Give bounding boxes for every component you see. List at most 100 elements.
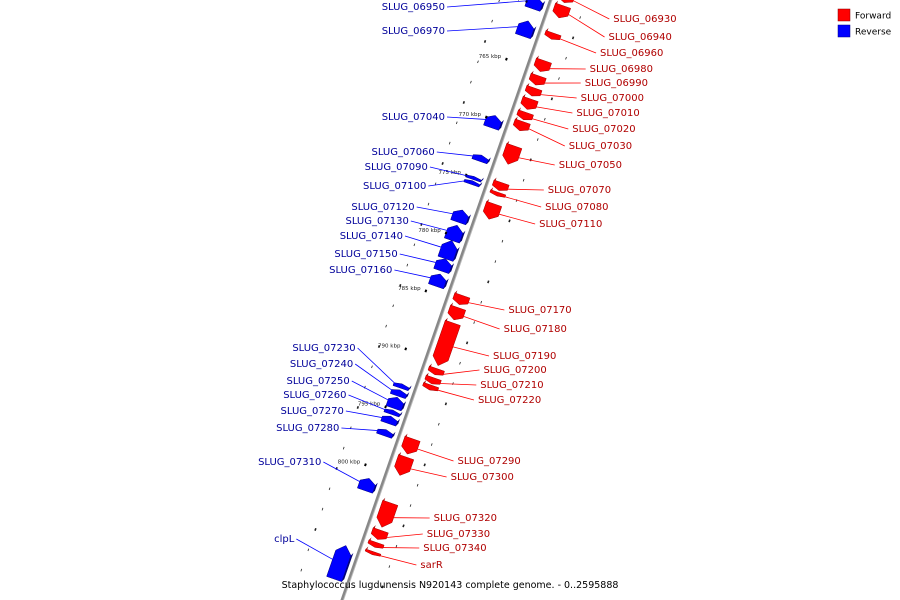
forward-gene-SLUG_07290[interactable] (401, 433, 421, 455)
reverse-gene-label[interactable]: SLUG_07060 (371, 147, 434, 158)
forward-gene-SLUG_07320[interactable] (376, 497, 399, 528)
forward-gene-sarR[interactable] (364, 546, 382, 557)
reverse-gene-SLUG_07100[interactable] (463, 179, 483, 188)
reverse-gene-label[interactable]: SLUG_07090 (365, 162, 428, 173)
forward-gene-SLUG_07330[interactable] (370, 525, 389, 540)
reverse-gene-SLUG_07130[interactable] (443, 224, 466, 244)
reverse-gene-label[interactable]: SLUG_07130 (346, 216, 409, 227)
forward-gene-label[interactable]: SLUG_07220 (478, 395, 541, 406)
forward-gene-SLUG_07190[interactable] (432, 317, 461, 366)
gene-arrow (376, 428, 394, 439)
forward-gene-label[interactable]: SLUG_07210 (480, 380, 543, 391)
forward-gene-SLUG_07030[interactable] (512, 116, 531, 132)
gene-arrow (424, 374, 442, 385)
forward-gene-SLUG_06930[interactable] (558, 0, 575, 3)
legend-item-reverse[interactable]: Reverse (837, 24, 892, 38)
forward-gene-label[interactable]: SLUG_06980 (590, 64, 653, 75)
reverse-gene-label[interactable]: SLUG_06970 (382, 26, 445, 37)
forward-gene-label[interactable]: SLUG_06940 (609, 32, 672, 43)
forward-gene-label[interactable]: SLUG_07050 (559, 160, 622, 171)
forward-gene-SLUG_07110[interactable] (482, 198, 503, 220)
gene-arrow (392, 382, 410, 392)
forward-gene-label[interactable]: SLUG_07330 (427, 529, 490, 540)
reverse-gene-SLUG_07120[interactable] (450, 209, 472, 226)
forward-gene-SLUG_07070[interactable] (491, 177, 510, 191)
reverse-gene-label[interactable]: SLUG_07230 (292, 343, 355, 354)
forward-gene-SLUG_07340[interactable] (367, 537, 385, 549)
reverse-gene-SLUG_07240[interactable] (389, 389, 410, 399)
forward-gene-label[interactable]: SLUG_07000 (581, 93, 644, 104)
reverse-gene-label[interactable]: SLUG_07280 (276, 423, 339, 434)
forward-gene-label[interactable]: SLUG_07010 (576, 108, 639, 119)
reverse-gene-SLUG_07230[interactable] (392, 382, 412, 392)
forward-gene-label[interactable]: SLUG_07080 (545, 202, 608, 213)
forward-gene-SLUG_06940[interactable] (552, 0, 571, 19)
forward-gene-SLUG_07200[interactable] (427, 363, 445, 376)
forward-gene-SLUG_06980[interactable] (533, 55, 552, 72)
reverse-gene-SLUG_07270[interactable] (380, 415, 400, 427)
forward-gene-label[interactable]: SLUG_06960 (600, 48, 663, 59)
axis-major-tick (364, 463, 367, 467)
reverse-gene-label[interactable]: SLUG_07150 (334, 249, 397, 260)
forward-gene-label[interactable]: SLUG_07300 (451, 472, 514, 483)
reverse-gene-label[interactable]: SLUG_07310 (258, 457, 321, 468)
reverse-gene-label[interactable]: SLUG_07040 (382, 112, 445, 123)
forward-gene-SLUG_07300[interactable] (394, 451, 415, 476)
forward-gene-SLUG_07210[interactable] (424, 372, 442, 385)
reverse-gene-SLUG_07060[interactable] (471, 154, 491, 165)
forward-gene-label[interactable]: sarR (420, 560, 442, 571)
legend-item-forward[interactable]: Forward (837, 8, 891, 22)
forward-gene-label[interactable]: SLUG_07110 (539, 219, 602, 230)
forward-gene-SLUG_07180[interactable] (447, 302, 467, 321)
forward-gene-label[interactable]: SLUG_07030 (569, 141, 632, 152)
forward-gene-SLUG_07010[interactable] (520, 93, 539, 110)
forward-gene-label[interactable]: SLUG_07290 (457, 456, 520, 467)
reverse-gene-label[interactable]: SLUG_07260 (283, 390, 346, 401)
forward-gene-SLUG_07220[interactable] (422, 379, 440, 392)
reverse-gene-clpL[interactable] (326, 545, 354, 582)
reverse-gene-SLUG_07280[interactable] (376, 428, 396, 439)
reverse-gene-label[interactable]: SLUG_07160 (329, 265, 392, 276)
axis-minor-tick (314, 527, 317, 531)
forward-gene-label[interactable]: SLUG_07200 (483, 365, 546, 376)
axis-minor-tick (483, 39, 487, 43)
reverse-gene-SLUG_07250[interactable] (385, 397, 407, 412)
reverse-gene-label[interactable]: clpL (274, 534, 295, 545)
forward-gene-label[interactable]: SLUG_07170 (508, 305, 571, 316)
forward-gene-SLUG_07170[interactable] (452, 290, 471, 305)
reverse-gene-SLUG_07160[interactable] (428, 273, 449, 290)
forward-gene-SLUG_06960[interactable] (544, 28, 562, 40)
reverse-gene-label[interactable]: SLUG_07140 (340, 231, 403, 242)
reverse-gene-label[interactable]: SLUG_07250 (286, 376, 349, 387)
reverse-gene-SLUG_07310[interactable] (357, 478, 378, 494)
forward-gene-label[interactable]: SLUG_07070 (548, 185, 611, 196)
reverse-gene-SLUG_07090[interactable] (465, 174, 484, 183)
reverse-gene-leader (394, 269, 433, 279)
reverse-gene-SLUG_07140[interactable] (437, 240, 460, 262)
forward-gene-label[interactable]: SLUG_06990 (585, 78, 648, 89)
reverse-gene-label[interactable]: SLUG_07270 (281, 406, 344, 417)
reverse-gene-SLUG_07260[interactable] (383, 408, 403, 418)
forward-gene-label[interactable]: SLUG_07020 (572, 124, 635, 135)
reverse-gene-label[interactable]: SLUG_07240 (290, 359, 353, 370)
forward-gene-label[interactable]: SLUG_07190 (493, 351, 556, 362)
reverse-gene-SLUG_07150[interactable] (433, 258, 455, 274)
reverse-gene-label[interactable]: SLUG_06950 (382, 2, 445, 13)
forward-gene-leader (380, 555, 417, 566)
reverse-gene-label[interactable]: SLUG_07100 (363, 181, 426, 192)
reverse-gene-label[interactable]: SLUG_07120 (351, 202, 414, 213)
forward-gene-SLUG_07050[interactable] (502, 140, 523, 165)
reverse-gene-SLUG_07040[interactable] (483, 115, 504, 131)
forward-gene-SLUG_07020[interactable] (516, 107, 534, 121)
forward-gene-label[interactable]: SLUG_06930 (613, 14, 676, 25)
forward-gene-label[interactable]: SLUG_07320 (434, 513, 497, 524)
forward-gene-SLUG_07000[interactable] (524, 82, 543, 97)
forward-gene-label[interactable]: SLUG_07180 (504, 324, 567, 335)
reverse-gene-SLUG_06950[interactable] (524, 0, 546, 12)
forward-gene-SLUG_07080[interactable] (489, 187, 507, 198)
forward-gene-label[interactable]: SLUG_07340 (423, 543, 486, 554)
axis-major-tick (424, 289, 428, 293)
forward-gene-SLUG_06990[interactable] (528, 70, 547, 86)
axis-minor-tick (402, 524, 405, 528)
reverse-gene-SLUG_06970[interactable] (515, 20, 537, 40)
